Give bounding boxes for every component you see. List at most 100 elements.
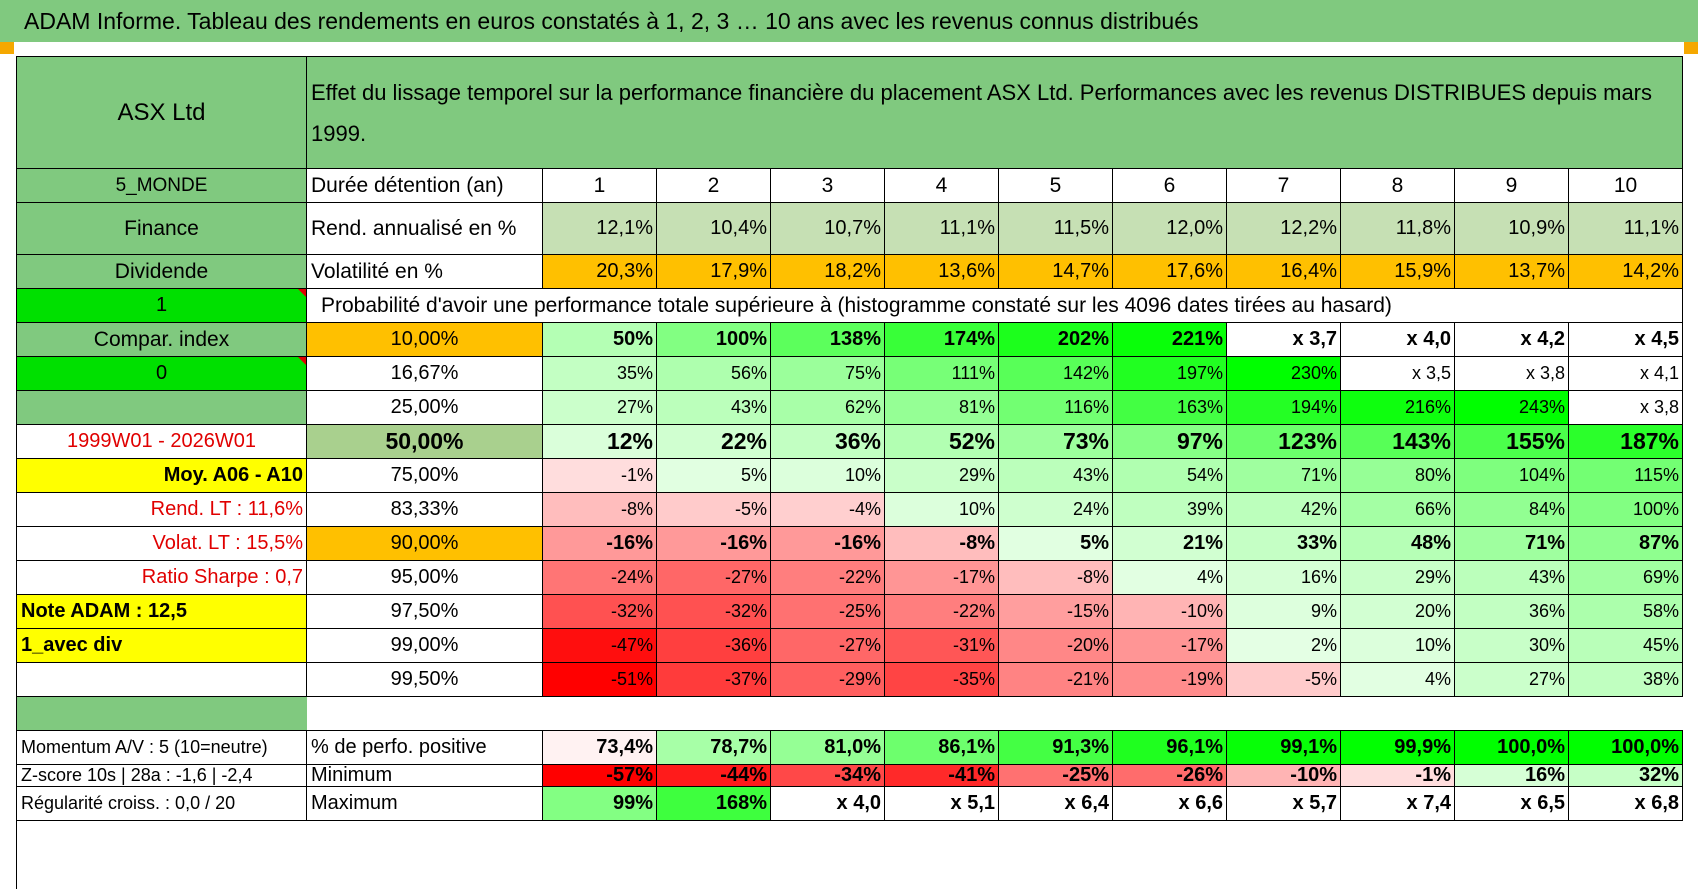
quantile-value: -37% [657,663,771,697]
duration-year-2: 2 [657,169,771,203]
performance-table: ASX Ltd Effet du lissage temporel sur la… [16,56,1683,889]
separator-blank [307,697,1683,731]
positive-value: 100,0% [1455,731,1569,765]
quantile-value: 5% [999,527,1113,561]
volatilite-value: 16,4% [1227,255,1341,289]
quantile-value: 115% [1569,459,1683,493]
quantile-value: -32% [543,595,657,629]
quantile-value: 163% [1113,391,1227,425]
positive-value: 86,1% [885,731,999,765]
rendement-value: 10,7% [771,203,885,255]
quantile-value: x 4,5 [1569,323,1683,357]
quantile-value: -27% [771,629,885,663]
duration-year-7: 7 [1227,169,1341,203]
quantile-value: -8% [999,561,1113,595]
minimum-value: -1% [1341,765,1455,787]
quantile-value: 54% [1113,459,1227,493]
quantile-value: 111% [885,357,999,391]
asset-zone: 5_MONDE [17,169,307,203]
flag-zero-cell[interactable]: 0 [17,357,307,391]
volatilite-value: 13,6% [885,255,999,289]
probability-threshold: 90,00% [307,527,543,561]
quantile-value: -51% [543,663,657,697]
positive-label: % de perfo. positive [307,731,543,765]
quantile-value: 62% [771,391,885,425]
duration-year-5: 5 [999,169,1113,203]
quantile-value: -16% [657,527,771,561]
quantile-value: -10% [1113,595,1227,629]
quantile-value: 243% [1455,391,1569,425]
rendement-value: 11,1% [1569,203,1683,255]
quantile-value: 4% [1341,663,1455,697]
long-term-volatility: Volat. LT : 15,5% [17,527,307,561]
rendement-value: 12,0% [1113,203,1227,255]
probability-threshold: 97,50% [307,595,543,629]
quantile-value: x 3,5 [1341,357,1455,391]
minimum-value: -25% [999,765,1113,787]
quantile-value: 71% [1227,459,1341,493]
volatilite-value: 15,9% [1341,255,1455,289]
flag-one-cell[interactable]: 1 [17,289,307,323]
asset-name: ASX Ltd [17,57,307,169]
quantile-value: -16% [543,527,657,561]
quantile-value: -27% [657,561,771,595]
positive-value: 99,9% [1341,731,1455,765]
quantile-value: 22% [657,425,771,459]
minimum-value: -34% [771,765,885,787]
maximum-value: x 6,6 [1113,787,1227,821]
quantile-value: -4% [771,493,885,527]
table-description: Effet du lissage temporel sur la perform… [307,57,1683,169]
quantile-value: 56% [657,357,771,391]
quantile-value: 197% [1113,357,1227,391]
quantile-value: -32% [657,595,771,629]
probability-title-end [1569,289,1683,323]
quantile-value: 5% [657,459,771,493]
quantile-value: 12% [543,425,657,459]
quantile-value: 230% [1227,357,1341,391]
quantile-value: 58% [1569,595,1683,629]
momentum-label: Momentum A/V : 5 (10=neutre) [17,731,307,765]
quantile-value: 194% [1227,391,1341,425]
maximum-value: 99% [543,787,657,821]
probability-threshold: 50,00% [307,425,543,459]
quantile-value: -8% [885,527,999,561]
quantile-value: -22% [771,561,885,595]
zscore-label: Z-score 10s | 28a : -1,6 | -2,4 [17,765,307,787]
quantile-value: -17% [1113,629,1227,663]
quantile-value: -31% [885,629,999,663]
quantile-value: -35% [885,663,999,697]
quantile-value: 21% [1113,527,1227,561]
quantile-value: 143% [1341,425,1455,459]
quantile-value: 43% [657,391,771,425]
maximum-value: x 5,7 [1227,787,1341,821]
volatilite-value: 17,6% [1113,255,1227,289]
quantile-value: 216% [1341,391,1455,425]
left-blank [17,663,307,697]
quantile-value: -1% [543,459,657,493]
probability-threshold: 75,00% [307,459,543,493]
quantile-value: x 4,2 [1455,323,1569,357]
quantile-value: 38% [1569,663,1683,697]
sharpe-ratio: Ratio Sharpe : 0,7 [17,561,307,595]
maximum-label: Maximum [307,787,543,821]
quantile-value: 4% [1113,561,1227,595]
quantile-value: -21% [999,663,1113,697]
asset-type: Dividende [17,255,307,289]
rendement-value: 11,5% [999,203,1113,255]
quantile-value: -47% [543,629,657,663]
minimum-value: 32% [1569,765,1683,787]
quantile-value: 24% [999,493,1113,527]
quantile-value: 71% [1455,527,1569,561]
quantile-value: 66% [1341,493,1455,527]
quantile-value: x 3,8 [1455,357,1569,391]
quantile-value: 100% [1569,493,1683,527]
duration-year-9: 9 [1455,169,1569,203]
positive-value: 78,7% [657,731,771,765]
volatilite-value: 13,7% [1455,255,1569,289]
quantile-value: 202% [999,323,1113,357]
duration-year-3: 3 [771,169,885,203]
compar-index-label: Compar. index [17,323,307,357]
quantile-value: x 3,8 [1569,391,1683,425]
volatilite-value: 20,3% [543,255,657,289]
minimum-label: Minimum [307,765,543,787]
